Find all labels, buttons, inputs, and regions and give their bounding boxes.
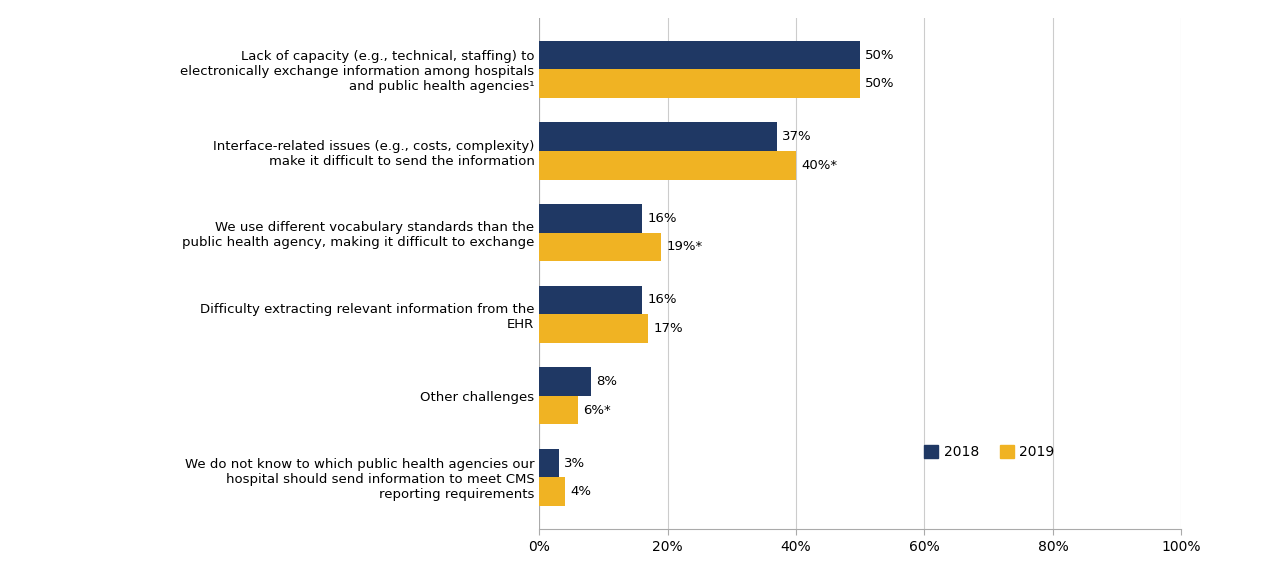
Bar — [539, 477, 565, 506]
Bar — [539, 233, 661, 261]
Bar — [539, 151, 796, 179]
Bar — [539, 368, 591, 396]
Text: 19%*: 19%* — [666, 240, 702, 253]
Text: 16%: 16% — [647, 212, 677, 225]
Text: 16%: 16% — [647, 293, 677, 306]
Text: 50%: 50% — [865, 49, 895, 62]
Bar — [539, 204, 642, 233]
Text: 40%*: 40%* — [801, 159, 837, 172]
Text: 50%: 50% — [865, 77, 895, 90]
Text: 37%: 37% — [782, 131, 811, 143]
Bar — [539, 449, 559, 477]
Bar — [539, 69, 860, 98]
Bar — [539, 396, 578, 425]
Text: 17%: 17% — [654, 322, 683, 335]
Bar — [539, 314, 648, 343]
Text: 6%*: 6%* — [583, 403, 611, 416]
Text: 3%: 3% — [564, 457, 584, 470]
Text: 8%: 8% — [596, 375, 616, 388]
Bar — [539, 41, 860, 69]
Bar — [539, 122, 777, 151]
Legend: 2018, 2019: 2018, 2019 — [918, 440, 1059, 465]
Text: 4%: 4% — [570, 485, 591, 498]
Bar — [539, 286, 642, 314]
